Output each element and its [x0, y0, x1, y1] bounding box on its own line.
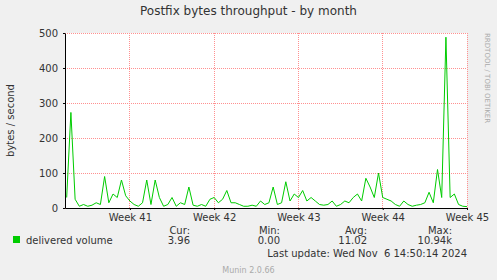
grid-line: [65, 208, 467, 209]
grid-line: [65, 103, 467, 104]
stat-value: 0.00: [258, 235, 280, 246]
title: Postfix bytes throughput - by month: [140, 4, 357, 18]
y-axis-title: bytes / second: [5, 84, 16, 157]
grid-line: [65, 68, 467, 69]
last-update: Last update: Wed Nov 6 14:50:14 2024: [267, 248, 467, 259]
axis-line: [66, 208, 468, 209]
tick: Week 41: [109, 208, 152, 223]
tick: 100: [39, 168, 65, 179]
tick-label: 300: [39, 98, 58, 109]
tick-mark: [63, 68, 65, 69]
tick-mark: [63, 33, 65, 34]
grid-line: [298, 33, 299, 208]
x-axis: Week 41 Week 42 Week 43 Week 44 Week 45: [66, 208, 490, 223]
grid-line: [214, 33, 215, 208]
chart: 0100200300400500Week 41Week 42Week 43Wee…: [0, 0, 497, 280]
tick-label: Week 44: [362, 212, 405, 223]
axis-line: [65, 34, 66, 209]
grid-line: [129, 33, 130, 208]
tick: Week 44: [362, 208, 405, 223]
tick-mark: [63, 103, 65, 104]
stat-value: 11.02: [338, 235, 367, 246]
tick-label: 400: [39, 63, 58, 74]
legend-label: delivered volume: [26, 235, 113, 246]
stat-value: 3.96: [168, 235, 190, 246]
background: [0, 0, 497, 280]
tick-label: 100: [39, 168, 58, 179]
tick: 300: [39, 98, 65, 109]
tick-mark: [63, 138, 65, 139]
tick-label: 200: [39, 133, 58, 144]
footer: Munin 2.0.66: [222, 266, 274, 275]
plot-area: [65, 33, 467, 208]
y-axis: 0 100 200 300 400 500: [39, 28, 66, 214]
tick: 500: [39, 28, 65, 39]
tick-label: Week 43: [277, 212, 320, 223]
grid-line: [65, 138, 467, 139]
tick-label: Week 42: [193, 212, 236, 223]
tick-mark: [467, 208, 468, 210]
grid: [65, 33, 467, 208]
legend-swatch: [13, 236, 20, 243]
tick: 0: [52, 203, 65, 214]
marks: [67, 37, 467, 206]
tick: Week 42: [193, 208, 236, 223]
tick: 400: [39, 63, 65, 74]
tick-label: Week 41: [109, 212, 152, 223]
tick-label: 0: [52, 203, 58, 214]
tick-mark: [63, 208, 65, 209]
tick-label: Week 45: [446, 212, 489, 223]
watermark: RRDTOOL / TOBI OETIKER: [483, 33, 491, 123]
grid-line: [65, 173, 467, 174]
tick-mark: [130, 208, 131, 210]
tick-mark: [383, 208, 384, 210]
tick-mark: [214, 208, 215, 210]
series-line: [67, 37, 467, 206]
tick-mark: [63, 173, 65, 174]
tick-mark: [298, 208, 299, 210]
grid-line: [467, 33, 468, 208]
tick-label: 500: [39, 28, 58, 39]
tick: Week 43: [277, 208, 320, 223]
tick: Week 45: [446, 208, 489, 223]
grid-line: [65, 33, 467, 34]
grid-line: [382, 33, 383, 208]
stat-value: 10.94k: [418, 235, 453, 246]
tick: 200: [39, 133, 65, 144]
